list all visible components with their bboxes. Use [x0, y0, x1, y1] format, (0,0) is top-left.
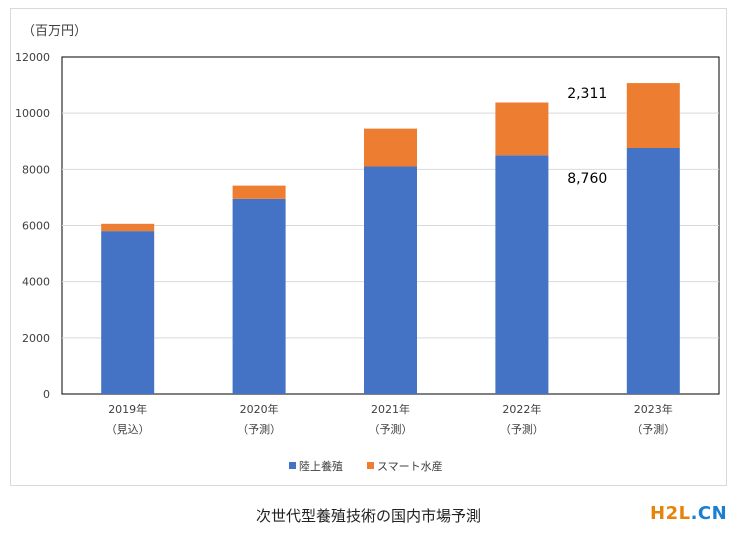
data-label: 8,760	[567, 171, 607, 187]
annotations: 2,311 8,760	[567, 86, 607, 187]
y-tick-label: 12000	[15, 51, 50, 64]
y-tick-label: 2000	[22, 332, 50, 345]
brand-part1: H2L	[650, 503, 691, 524]
y-tick-label: 10000	[15, 107, 50, 120]
brand-logo: H2L.CN	[650, 503, 727, 524]
y-tick-label: 8000	[22, 163, 50, 176]
brand-part2: .CN	[690, 503, 728, 524]
bar-segment	[232, 198, 286, 394]
x-tick-label: （見込）	[106, 423, 150, 436]
y-tick-label: 6000	[22, 220, 50, 233]
legend-swatch	[367, 462, 374, 469]
stacked-bar-chart: （百万円） 0 2000 4000 6000 8000 10000 12000 2019年 （…	[15, 24, 720, 473]
legend-entry: 陸上養殖	[299, 459, 343, 473]
chart-frame	[10, 8, 727, 486]
bar-segment	[626, 147, 680, 394]
x-tick-label: （予測）	[237, 422, 281, 436]
legend: 陸上養殖 スマート水産	[289, 459, 443, 473]
bar-segment	[626, 83, 680, 148]
x-tick-label: 2019年	[108, 402, 147, 416]
bar-segment	[101, 223, 155, 232]
bar-segment	[364, 166, 417, 394]
bar-segment	[364, 128, 417, 167]
x-axis-tick-labels: 2019年 （見込） 2020年 （予測） 2021年 （予測） 2022年 （予測） 2023…	[106, 402, 676, 436]
y-axis-tick-labels: 0 2000 4000 6000 8000 10000 12000	[15, 51, 50, 401]
unit-label: （百万円）	[22, 24, 87, 39]
x-tick-label: （予測）	[500, 422, 544, 436]
x-tick-label: 2021年	[371, 402, 410, 416]
legend-swatch	[289, 462, 296, 469]
chart-caption: 次世代型養殖技術の国内市場予測	[255, 507, 481, 525]
legend-entry: スマート水産	[377, 460, 443, 473]
y-tick-label: 0	[43, 388, 50, 401]
bar-segment	[101, 231, 155, 394]
x-tick-label: 2022年	[502, 402, 541, 416]
x-tick-label: （予測）	[369, 422, 413, 436]
x-tick-label: （予測）	[631, 422, 675, 436]
bar-segment	[495, 155, 549, 394]
bar-segment	[495, 102, 549, 156]
x-tick-label: 2023年	[634, 402, 673, 416]
data-label: 2,311	[567, 86, 607, 102]
bar-segment	[232, 185, 286, 199]
bars	[101, 83, 680, 394]
y-tick-label: 4000	[22, 276, 50, 289]
x-tick-label: 2020年	[240, 402, 279, 416]
